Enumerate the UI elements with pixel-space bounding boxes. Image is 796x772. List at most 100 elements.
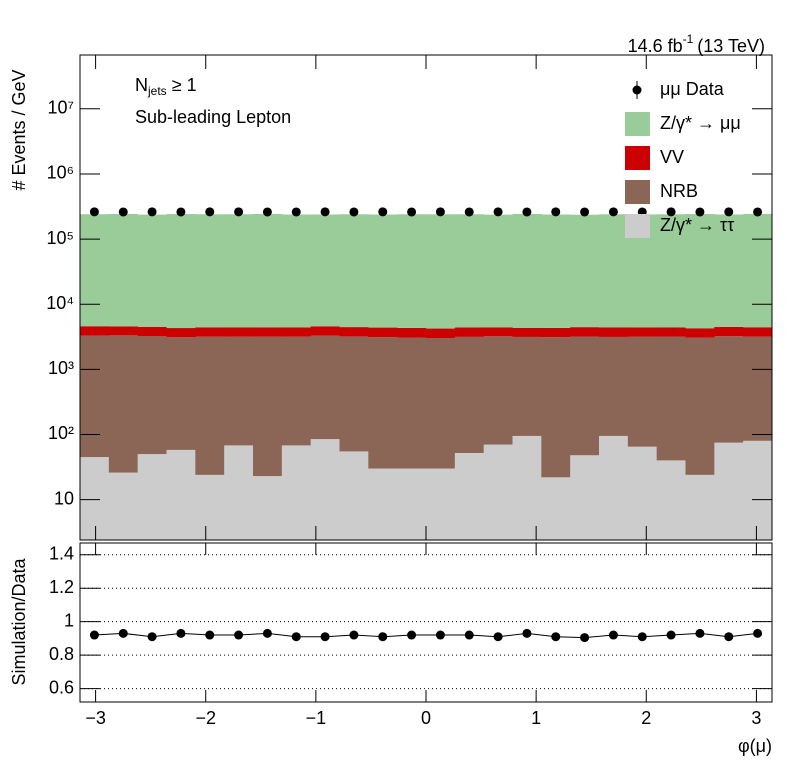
stack-bar xyxy=(426,468,456,540)
stack-bar xyxy=(108,472,139,540)
stack-bar xyxy=(108,214,139,327)
y-tick-label: 10 xyxy=(54,488,74,508)
stack-bar xyxy=(743,440,773,540)
stack-bar xyxy=(281,214,312,328)
stack-bar xyxy=(195,474,225,540)
x-tick-label: 0 xyxy=(421,708,431,728)
data-point xyxy=(176,207,186,217)
legend-swatch xyxy=(625,214,650,238)
ratio-point xyxy=(89,630,99,640)
legend-label: NRB xyxy=(660,181,698,201)
stack-bar xyxy=(426,214,456,329)
stack-bar xyxy=(137,336,167,455)
stack-bar xyxy=(483,327,513,337)
ratio-point xyxy=(378,632,388,642)
y-tick-label: 10⁷ xyxy=(47,98,74,118)
stack-bar xyxy=(541,214,571,328)
ratio-point xyxy=(464,630,474,640)
stack-bar xyxy=(80,457,110,540)
stack-bar xyxy=(599,336,629,436)
stack-bar xyxy=(281,336,312,446)
stack-bar xyxy=(685,328,715,338)
y-tick-label: 1 xyxy=(64,610,74,630)
stack-bar xyxy=(743,213,773,328)
legend-label: Z/γ* → μμ xyxy=(660,113,741,133)
stack-bar xyxy=(599,214,629,328)
data-point xyxy=(234,207,244,217)
njets-main: N xyxy=(135,75,148,95)
stack-bar xyxy=(570,214,600,328)
data-point xyxy=(695,207,705,217)
stack-bar xyxy=(310,335,340,440)
stack-bar xyxy=(714,326,744,337)
stack-bar xyxy=(310,439,340,540)
stack-bar xyxy=(454,336,485,453)
stack-bar xyxy=(281,327,312,337)
ratio-point xyxy=(320,632,330,642)
stack-bar xyxy=(224,327,254,337)
data-point xyxy=(608,207,618,217)
stack-bar xyxy=(397,468,427,540)
stack-bar xyxy=(253,336,283,477)
data-point xyxy=(205,207,215,217)
x-tick-label: 3 xyxy=(751,708,761,728)
stack-bar xyxy=(483,444,513,540)
data-point xyxy=(724,207,734,217)
stack-bar xyxy=(253,476,283,540)
x-tick-label: 1 xyxy=(531,708,541,728)
x-tick-label: 2 xyxy=(641,708,651,728)
stack-bar xyxy=(656,327,686,337)
ratio-point xyxy=(407,630,417,640)
stack-bar xyxy=(339,451,369,540)
stack-bar xyxy=(743,327,773,337)
stack-bar xyxy=(80,214,110,327)
stack-bar xyxy=(166,328,196,338)
data-point xyxy=(522,207,532,217)
stack-bar xyxy=(685,337,715,475)
ratio-point xyxy=(608,630,618,640)
stack-bar xyxy=(656,214,686,328)
stack-bar xyxy=(108,326,139,336)
stack-bar xyxy=(339,214,369,328)
stack-bar xyxy=(599,435,629,540)
stack-bar xyxy=(339,336,369,452)
stack-bar xyxy=(166,337,196,450)
lumi-sup: -1 xyxy=(683,32,694,46)
legend-marker xyxy=(632,85,642,95)
stack-bar xyxy=(656,336,686,461)
ratio-point xyxy=(262,628,272,638)
data-point xyxy=(291,207,301,217)
ratio-point xyxy=(118,628,128,638)
stack-bar xyxy=(627,336,658,447)
data-point xyxy=(262,207,272,217)
stack-bar xyxy=(541,327,571,338)
stack-bar xyxy=(570,455,600,540)
plot-content xyxy=(80,213,773,540)
y-tick-label: 10⁵ xyxy=(47,228,74,248)
data-point xyxy=(407,207,417,217)
y-tick-label: 0.6 xyxy=(49,677,74,697)
stack-bar xyxy=(397,327,427,338)
stack-bar xyxy=(368,468,398,540)
stack-bar xyxy=(397,337,427,469)
ratio-y-axis-title: Simulation/Data xyxy=(9,557,29,685)
data-point xyxy=(147,207,157,217)
stack-bar xyxy=(80,335,110,458)
data-point xyxy=(464,207,474,217)
stack-bar xyxy=(570,327,600,337)
stack-bar xyxy=(224,336,254,446)
ratio-point xyxy=(349,630,359,640)
stack-bar xyxy=(454,214,485,328)
njets-sub: jets xyxy=(147,84,167,98)
njets-rest: ≥ 1 xyxy=(172,75,197,95)
stack-bar xyxy=(454,452,485,540)
stack-bar xyxy=(195,336,225,475)
x-tick-label: −3 xyxy=(85,708,106,728)
data-point xyxy=(320,207,330,217)
ratio-point xyxy=(551,632,561,642)
stack-bar xyxy=(426,337,456,469)
legend-label: Z/γ* → ττ xyxy=(660,215,734,235)
ratio-point xyxy=(724,632,734,642)
y-tick-label: 10⁴ xyxy=(46,293,74,313)
y-tick-label: 1.2 xyxy=(49,577,74,597)
